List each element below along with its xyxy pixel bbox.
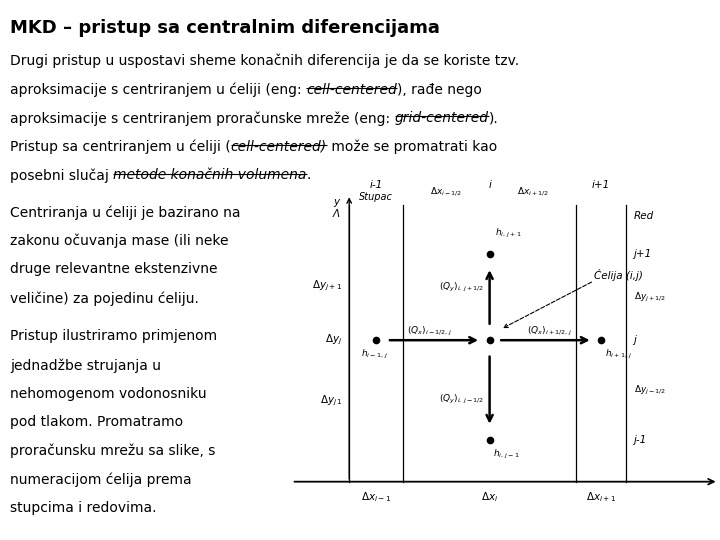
Text: $\Delta x_{i+1}$: $\Delta x_{i+1}$ [586, 490, 616, 504]
Text: Drugi pristup u uspostavi sheme konačnih diferencija je da se koriste tzv.: Drugi pristup u uspostavi sheme konačnih… [10, 54, 519, 69]
Text: ), rađe nego: ), rađe nego [397, 83, 482, 97]
Text: $\Delta y_j$: $\Delta y_j$ [325, 333, 342, 347]
Text: grid-centered: grid-centered [395, 111, 489, 125]
Text: aproksimacije s centriranjem u ćeliji (eng:: aproksimacije s centriranjem u ćeliji (e… [10, 83, 306, 97]
Text: numeracijom ćelija prema: numeracijom ćelija prema [10, 472, 192, 487]
Text: proračunsku mrežu sa slike, s: proračunsku mrežu sa slike, s [10, 444, 215, 458]
Text: $\Delta x_i$: $\Delta x_i$ [481, 490, 498, 504]
Text: jednadžbe strujanja u: jednadžbe strujanja u [10, 358, 161, 373]
Text: cell-centered: cell-centered [306, 83, 397, 97]
Text: veličine) za pojedinu ćeliju.: veličine) za pojedinu ćeliju. [10, 291, 199, 306]
Text: $(Q_y)_{i,\,j-1/2}$: $(Q_y)_{i,\,j-1/2}$ [439, 393, 484, 406]
Text: zakonu očuvanja mase (ili neke: zakonu očuvanja mase (ili neke [10, 234, 228, 248]
Text: metode konačnih volumena: metode konačnih volumena [113, 168, 307, 183]
Text: j-1: j-1 [634, 435, 647, 445]
Text: $h_{i-1,\,j}$: $h_{i-1,\,j}$ [361, 348, 388, 361]
Text: $\Delta x_{i+1/2}$: $\Delta x_{i+1/2}$ [517, 185, 549, 198]
Text: može se promatrati kao: može se promatrati kao [327, 140, 498, 154]
Text: $\Delta y_{j-1/2}$: $\Delta y_{j-1/2}$ [634, 383, 666, 397]
Text: $h_{i+1,\,j}$: $h_{i+1,\,j}$ [605, 348, 632, 361]
Text: $h_{i,\,j-1}$: $h_{i,\,j-1}$ [493, 448, 520, 461]
Text: aproksimacije s centriranjem proračunske mreže (eng:: aproksimacije s centriranjem proračunske… [10, 111, 395, 126]
Text: Pristup ilustriramo primjenom: Pristup ilustriramo primjenom [10, 329, 217, 343]
Text: $(Q_x)_{i-1/2,\,j}$: $(Q_x)_{i-1/2,\,j}$ [407, 325, 452, 338]
Text: Centriranja u ćeliji je bazirano na: Centriranja u ćeliji je bazirano na [10, 205, 240, 220]
Text: druge relevantne ekstenzivne: druge relevantne ekstenzivne [10, 262, 217, 276]
Text: $\Delta y_{j+1}$: $\Delta y_{j+1}$ [312, 279, 342, 293]
Text: ).: ). [489, 111, 498, 125]
Text: j+1: j+1 [634, 249, 652, 259]
Text: Pristup sa centriranjem u ćeliji (: Pristup sa centriranjem u ćeliji ( [10, 140, 231, 154]
Text: $(Q_y)_{i,\,j+1/2}$: $(Q_y)_{i,\,j+1/2}$ [439, 281, 484, 294]
Text: i: i [488, 180, 491, 190]
Text: $\Delta x_{i-1/2}$: $\Delta x_{i-1/2}$ [431, 185, 462, 198]
Text: cell-centered): cell-centered) [231, 140, 327, 154]
Text: pod tlakom. Promatramo: pod tlakom. Promatramo [10, 415, 183, 429]
Text: j: j [634, 335, 636, 345]
Text: $\Delta y_{j+1/2}$: $\Delta y_{j+1/2}$ [634, 291, 666, 303]
Text: stupcima i redovima.: stupcima i redovima. [10, 501, 156, 515]
Text: $\Delta y_{j\,1}$: $\Delta y_{j\,1}$ [320, 394, 342, 408]
Text: Red: Red [634, 211, 654, 221]
Text: posebni slučaj: posebni slučaj [10, 168, 113, 183]
Text: MKD – pristup sa centralnim diferencijama: MKD – pristup sa centralnim diferencijam… [10, 19, 440, 37]
Text: Stupac: Stupac [359, 192, 393, 202]
Text: i-1: i-1 [369, 180, 383, 190]
Text: i+1: i+1 [592, 180, 611, 190]
Text: nehomogenom vodonosniku: nehomogenom vodonosniku [10, 387, 207, 401]
Text: y
Λ: y Λ [333, 197, 340, 219]
Text: $\Delta x_{i-1}$: $\Delta x_{i-1}$ [361, 490, 391, 504]
Text: Ćelija (i,j): Ćelija (i,j) [594, 269, 643, 281]
Text: $(Q_x)_{i+1/2,\,j}$: $(Q_x)_{i+1/2,\,j}$ [527, 325, 572, 338]
Text: $h_{i,\,j+1}$: $h_{i,\,j+1}$ [495, 227, 522, 240]
Text: .: . [307, 168, 311, 183]
